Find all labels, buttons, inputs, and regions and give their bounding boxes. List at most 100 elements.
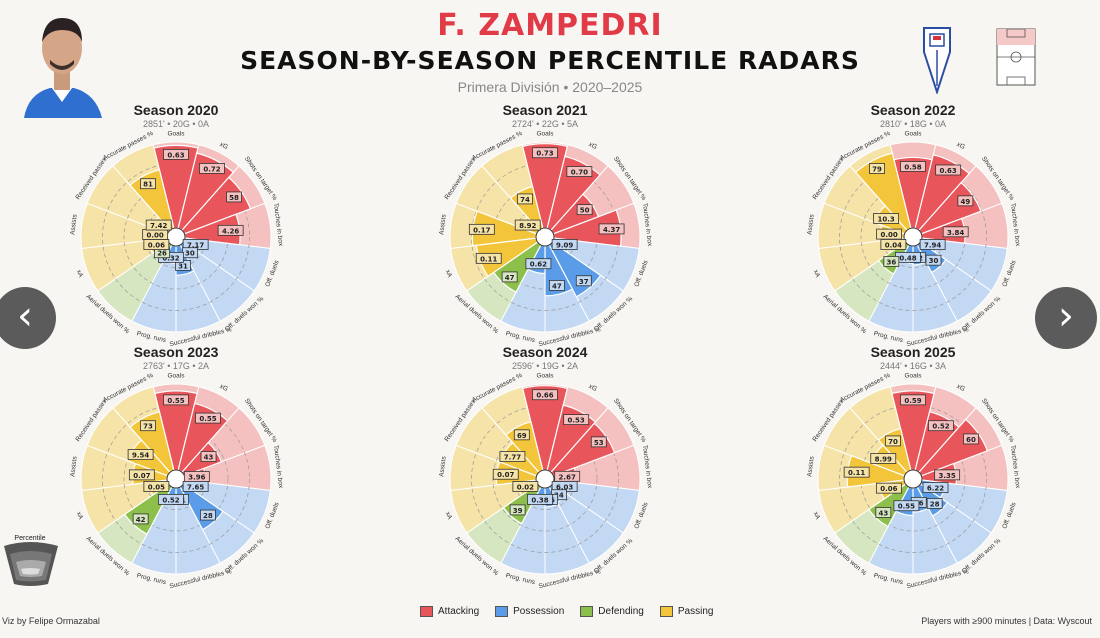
metric-label: xG — [587, 383, 598, 393]
value-label: 9.54 — [132, 452, 149, 460]
value-label: 0.06 — [148, 241, 165, 249]
value-label-box — [576, 204, 593, 216]
metric-label: Goals — [537, 131, 555, 138]
next-arrow-button[interactable]: › — [1035, 287, 1097, 349]
value-label: 0.11 — [480, 255, 497, 263]
value-label-box — [527, 493, 553, 505]
value-label: 0.66 — [536, 392, 553, 400]
value-label: 49 — [960, 198, 970, 206]
value-label-box — [925, 254, 942, 266]
club-crest-icon — [923, 27, 951, 94]
value-label: 39 — [513, 507, 523, 515]
value-label-box — [140, 178, 156, 190]
legend-label: Attacking — [438, 606, 480, 617]
value-label: 0.52 — [162, 496, 179, 504]
metric-label: Prog. runs — [505, 330, 537, 344]
value-label: 0.05 — [148, 483, 165, 491]
value-label-box — [870, 453, 897, 464]
value-label: 37 — [579, 278, 589, 286]
value-label-box — [200, 509, 216, 521]
value-label: 47 — [505, 274, 515, 282]
radar-center — [166, 469, 186, 489]
value-label: 7.65 — [187, 483, 204, 491]
value-label: 0.58 — [904, 163, 921, 171]
value-label: 0.11 — [848, 469, 865, 477]
metric-label: xG — [955, 141, 966, 151]
value-label-box — [492, 468, 519, 480]
value-label: 9.09 — [556, 241, 573, 249]
value-label-box — [217, 224, 244, 236]
percentile-legend-icon: Percentile — [4, 535, 58, 586]
value-label-box — [873, 213, 900, 224]
prev-arrow-button[interactable]: ‹ — [0, 287, 56, 349]
season-stats: 2810' • 18G • 0A — [879, 119, 947, 129]
value-label-box — [935, 164, 962, 176]
value-label: 0.55 — [898, 503, 915, 511]
value-label-box — [563, 414, 590, 426]
legend-label: Passing — [677, 606, 714, 617]
value-label-box — [942, 226, 969, 238]
value-label-box — [468, 223, 495, 235]
value-label-box — [957, 195, 974, 207]
season-stats: 2724' • 22G • 5A — [511, 119, 579, 129]
season-title: Season 2022 — [870, 102, 956, 118]
value-label-box — [875, 482, 902, 494]
metric-label: Assists — [69, 455, 79, 477]
value-label-box — [532, 389, 558, 401]
metric-label: Assists — [438, 213, 448, 235]
pitch-position-icon — [996, 28, 1036, 86]
value-label: 28 — [930, 500, 940, 508]
value-label: 69 — [517, 432, 527, 440]
value-label: 8.92 — [519, 222, 536, 230]
season-stats: 2763' • 17G • 2A — [142, 361, 210, 371]
metric-label: Goals — [905, 131, 923, 138]
value-label-box — [199, 163, 225, 174]
value-label: 0.00 — [880, 231, 897, 239]
metric-label: xA — [75, 269, 84, 279]
value-label: 0.17 — [473, 226, 490, 234]
value-label: 0.72 — [203, 165, 220, 173]
radar-panel-header: Season 2021 2724' • 22G • 5A — [435, 102, 655, 129]
value-label: 58 — [229, 194, 239, 202]
value-label: 0.07 — [133, 472, 150, 480]
metric-label: xA — [444, 511, 453, 521]
metric-label: xA — [75, 511, 84, 521]
value-label: 47 — [552, 282, 562, 290]
metric-label: Touches in box — [1009, 445, 1021, 490]
value-label: 53 — [594, 439, 604, 447]
player-name-title: F. ZAMPEDRI — [437, 8, 663, 43]
viz-credit: Viz by Felipe Ormazabal — [2, 616, 100, 626]
value-label: 24 — [554, 492, 564, 500]
value-label-box — [514, 219, 541, 231]
season-title: Season 2025 — [870, 344, 956, 360]
season-title: Season 2023 — [133, 344, 219, 360]
player-photo — [14, 6, 110, 118]
value-label-box — [934, 469, 961, 481]
value-label-box — [928, 420, 954, 432]
value-label: 74 — [520, 196, 530, 204]
legend-swatch-possession — [495, 606, 509, 617]
value-label: 28 — [203, 512, 213, 520]
value-label-box — [128, 469, 155, 481]
metric-label: Assists — [69, 213, 79, 235]
value-label: 7.77 — [504, 454, 521, 462]
value-label-box — [226, 191, 242, 203]
metric-label: Prog. runs — [873, 572, 905, 586]
legend-swatch-attacking — [420, 606, 433, 617]
value-label: 0.02 — [517, 483, 534, 491]
value-label-box — [182, 481, 209, 492]
value-label: 36 — [886, 258, 896, 266]
value-label-box — [145, 219, 172, 231]
legend-item-possession: Possession — [495, 606, 564, 617]
value-label: 3.35 — [939, 472, 956, 480]
percentile-legend-title: Percentile — [14, 535, 45, 542]
value-label: 7.17 — [187, 241, 204, 249]
value-label-box — [132, 513, 149, 525]
value-label: 0.04 — [885, 241, 902, 249]
value-label-box — [893, 500, 920, 512]
radar-chart: 0.550.55433.967.6528310.52420.050.079.54… — [69, 372, 284, 590]
value-label-box — [140, 420, 156, 432]
radar-panel-header: Season 2025 2444' • 16G • 3A — [803, 344, 1023, 371]
metric-label: xG — [587, 141, 598, 151]
legend-item-attacking: Attacking — [420, 606, 479, 617]
